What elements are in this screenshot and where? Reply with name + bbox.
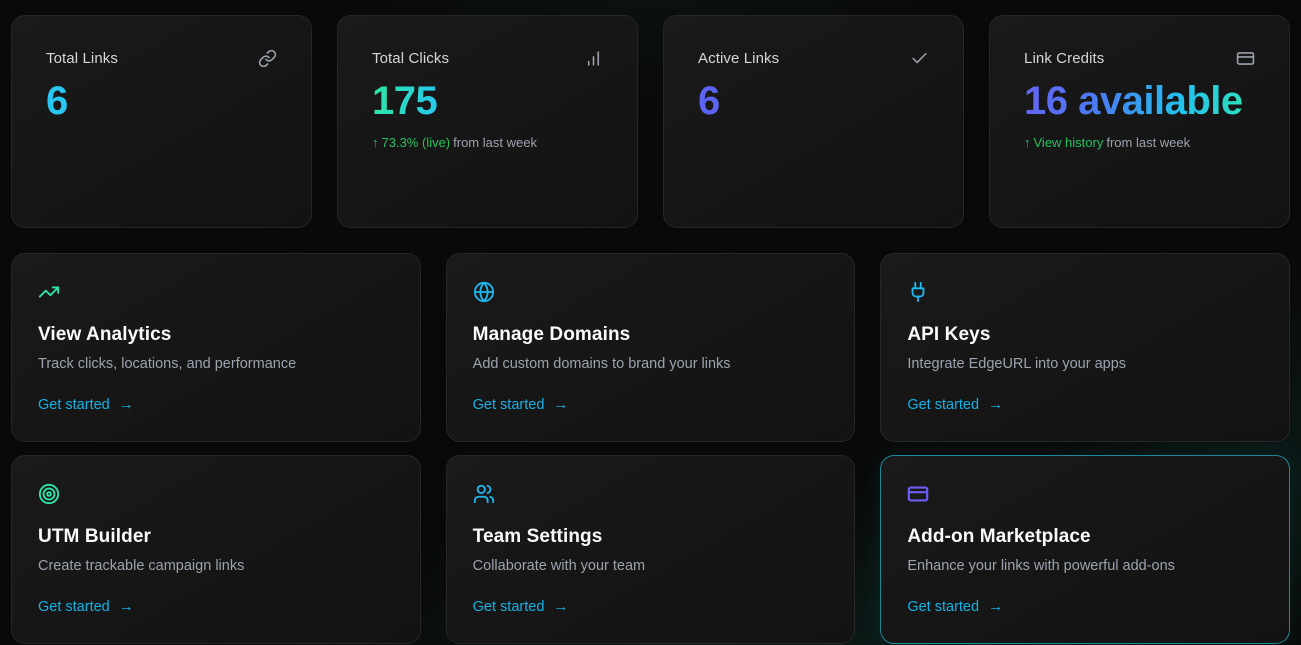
stat-label: Total Clicks xyxy=(372,50,450,67)
action-title: API Keys xyxy=(907,324,991,345)
globe-icon xyxy=(473,281,495,303)
get-started-label: Get started xyxy=(38,396,110,413)
users-icon xyxy=(473,483,495,505)
stat-change-rest: from last week xyxy=(1106,135,1191,151)
action-title: Team Settings xyxy=(472,526,603,547)
get-started-link[interactable]: Get started → xyxy=(473,598,569,615)
credit-card-icon xyxy=(1236,49,1255,68)
stat-card-header: Link Credits xyxy=(1024,49,1255,68)
stat-value: 16 available xyxy=(1024,79,1243,123)
plug-icon xyxy=(907,281,929,303)
action-title: Add-on Marketplace xyxy=(907,526,1091,547)
stat-change-highlight: 73.3% (live) xyxy=(381,135,451,151)
stat-card-header: Total Clicks xyxy=(372,49,603,68)
action-card-view-analytics[interactable]: View Analytics Track clicks, locations, … xyxy=(11,253,421,442)
stat-change: ↑ 73.3% (live) from last week xyxy=(372,135,603,150)
view-history-link[interactable]: View history xyxy=(1033,135,1104,151)
get-started-link[interactable]: Get started → xyxy=(907,396,1003,413)
target-icon xyxy=(38,483,60,505)
get-started-label: Get started xyxy=(472,598,545,615)
stat-card-active-links: Active Links 6 xyxy=(663,15,964,228)
get-started-link[interactable]: Get started → xyxy=(38,598,134,615)
action-description: Create trackable campaign links xyxy=(38,558,245,574)
action-title: View Analytics xyxy=(38,324,172,345)
stat-change-rest: from last week xyxy=(453,135,537,151)
arrow-up-icon: ↑ xyxy=(372,135,379,151)
arrow-right-icon: → xyxy=(118,598,134,615)
bar-chart-icon xyxy=(584,49,603,68)
action-card-team-settings[interactable]: Team Settings Collaborate with your team… xyxy=(445,455,856,644)
action-description: Integrate EdgeURL into your apps xyxy=(907,356,1127,372)
get-started-link[interactable]: Get started → xyxy=(38,396,134,413)
stats-row: Total Links 6 Total Clicks 175 ↑ 73.3% (l… xyxy=(11,15,1290,228)
arrow-right-icon: → xyxy=(988,396,1004,413)
action-card-addon-marketplace[interactable]: Add-on Marketplace Enhance your links wi… xyxy=(880,455,1290,644)
stat-card-total-clicks: Total Clicks 175 ↑ 73.3% (live) from last … xyxy=(337,15,638,228)
action-title: Manage Domains xyxy=(472,324,631,345)
stat-value: 6 xyxy=(698,79,720,123)
stat-card-header: Active Links xyxy=(698,49,929,68)
actions-row-1: View Analytics Track clicks, locations, … xyxy=(11,253,1290,442)
stat-value: 6 xyxy=(46,79,68,123)
link-icon xyxy=(258,49,277,68)
arrow-right-icon: → xyxy=(118,396,134,413)
get-started-link[interactable]: Get started → xyxy=(907,598,1003,615)
stat-value: 175 xyxy=(372,79,438,123)
arrow-right-icon: → xyxy=(553,396,569,413)
action-card-api-keys[interactable]: API Keys Integrate EdgeURL into your app… xyxy=(880,253,1290,442)
action-title: UTM Builder xyxy=(38,526,151,547)
action-card-utm-builder[interactable]: UTM Builder Create trackable campaign li… xyxy=(11,455,421,644)
arrow-right-icon: → xyxy=(553,598,569,615)
get-started-label: Get started xyxy=(907,396,980,413)
get-started-label: Get started xyxy=(38,598,110,615)
actions-row-2: UTM Builder Create trackable campaign li… xyxy=(11,455,1290,644)
check-icon xyxy=(910,49,929,68)
action-card-manage-domains[interactable]: Manage Domains Add custom domains to bra… xyxy=(445,253,856,442)
get-started-link[interactable]: Get started → xyxy=(473,396,569,413)
stat-label: Link Credits xyxy=(1024,50,1105,67)
stat-label: Total Links xyxy=(46,50,118,67)
action-description: Track clicks, locations, and performance xyxy=(38,356,297,372)
get-started-label: Get started xyxy=(907,598,980,615)
trending-up-icon xyxy=(38,281,60,303)
stat-card-link-credits: Link Credits 16 available ↑ View history f… xyxy=(989,15,1290,228)
action-description: Collaborate with your team xyxy=(472,558,646,574)
stat-card-total-links: Total Links 6 xyxy=(11,15,312,228)
stat-card-header: Total Links xyxy=(46,49,277,68)
arrow-right-icon: → xyxy=(988,598,1004,615)
credit-card-icon xyxy=(907,483,929,505)
action-description: Add custom domains to brand your links xyxy=(472,356,731,372)
action-description: Enhance your links with powerful add-ons xyxy=(907,558,1175,574)
get-started-label: Get started xyxy=(472,396,545,413)
stat-label: Active Links xyxy=(698,50,780,67)
arrow-up-icon: ↑ xyxy=(1024,135,1031,151)
stat-change: ↑ View history from last week xyxy=(1024,135,1255,150)
